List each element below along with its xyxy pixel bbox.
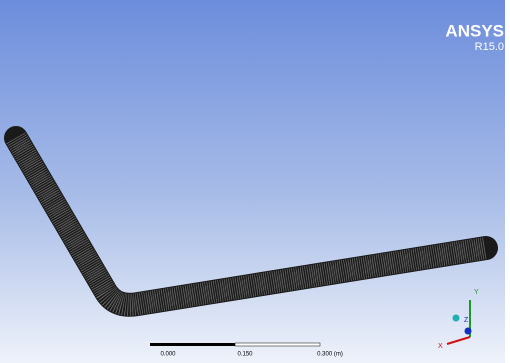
scale-label: 0.150 bbox=[237, 352, 253, 358]
background bbox=[0, 0, 505, 363]
scale-label: 0.000 bbox=[160, 352, 176, 358]
product-logo: ANSYS bbox=[445, 21, 504, 40]
x-axis-label: X bbox=[438, 343, 443, 350]
y-axis-label: Y bbox=[474, 289, 479, 296]
scale-segment bbox=[235, 343, 320, 346]
border bbox=[505, 0, 510, 363]
z-axis-label: Z bbox=[464, 317, 469, 324]
viewport: ANSYS R15.0 0.000 0.150 0.300 (m) Y Z X bbox=[0, 0, 510, 363]
scale-segment bbox=[150, 343, 235, 346]
scale-label: 0.300 (m) bbox=[317, 352, 343, 358]
version-label: R15.0 bbox=[475, 41, 504, 53]
triad-sphere bbox=[453, 315, 460, 322]
z-axis-marker bbox=[465, 328, 472, 335]
